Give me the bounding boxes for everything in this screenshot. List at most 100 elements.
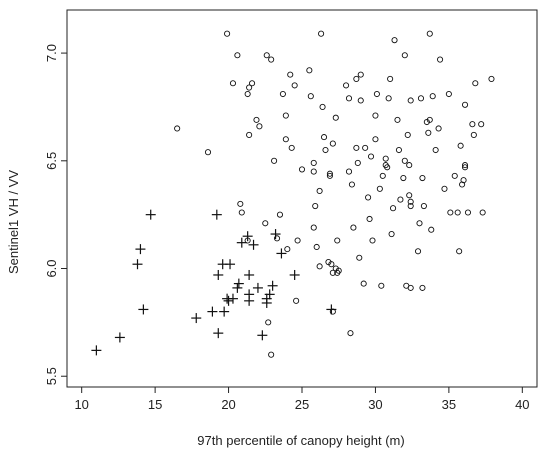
circle-point (373, 90, 380, 98)
plus-point (261, 297, 272, 308)
circle-point (312, 202, 319, 210)
circle-point (357, 71, 364, 78)
circle-point (459, 181, 466, 188)
circle-point (229, 80, 237, 87)
circle-point (378, 282, 385, 289)
circle-point (394, 116, 401, 123)
circle-point (265, 319, 272, 326)
circle-point (282, 136, 289, 143)
circle-point (388, 230, 395, 238)
x-tick-label: 15 (148, 397, 162, 412)
circle-point (332, 114, 339, 121)
circle-point (291, 82, 298, 89)
circle-point (469, 121, 476, 128)
circle-point (447, 209, 454, 216)
axes-layer: 10 15 20 25 30 35 40 5.5 6.0 6.5 7.0 (44, 44, 530, 412)
circle-point (356, 254, 363, 261)
y-tick-label: 5.5 (44, 367, 59, 385)
plus-point (213, 328, 224, 339)
plus-point (145, 209, 156, 220)
plus-point (289, 269, 300, 280)
circle-point (244, 90, 251, 98)
circle-point (372, 112, 379, 119)
circle-point (329, 269, 336, 276)
circle-point (472, 80, 479, 87)
plus-point (267, 280, 278, 291)
circle-point (451, 172, 458, 179)
circle-point (310, 159, 317, 167)
circle-point (460, 177, 467, 184)
circle-point (429, 93, 436, 100)
circle-point (357, 97, 364, 104)
circle-point (174, 125, 181, 132)
circle-point (249, 80, 256, 87)
circle-point (328, 261, 335, 268)
circle-point (246, 131, 253, 138)
circle-point (326, 172, 333, 179)
x-tick-label: 40 (515, 397, 529, 412)
circle-point (329, 140, 336, 147)
plus-point (132, 259, 143, 270)
circle-point (353, 144, 360, 151)
plus-point (248, 239, 259, 250)
circle-point (437, 56, 444, 63)
circle-point (316, 187, 323, 195)
circle-point (407, 198, 414, 205)
circle-point (454, 209, 461, 216)
circle-point (306, 67, 313, 74)
circle-point (354, 159, 361, 167)
circle-point (387, 75, 394, 82)
circle-point (366, 215, 373, 223)
circle-point (425, 129, 432, 136)
plus-point (233, 278, 244, 289)
circle-point (298, 166, 306, 173)
circle-point (367, 153, 375, 160)
circle-point (419, 174, 426, 182)
plus-point (191, 313, 202, 324)
circle-point (310, 168, 317, 175)
circle-point (335, 267, 342, 274)
circle-point (379, 172, 386, 179)
plus-point (257, 330, 268, 341)
circle-point (256, 123, 263, 130)
plus-point (135, 244, 146, 255)
circle-point (461, 101, 469, 108)
y-axis-label: Sentinel1 VH / VV (6, 170, 21, 274)
circle-point (407, 202, 414, 210)
circle-point (294, 237, 301, 244)
circle-point (262, 220, 269, 227)
plus-point (264, 289, 275, 300)
plus-point (207, 306, 218, 317)
circle-point (401, 52, 408, 59)
circle-point (426, 30, 433, 37)
circle-point (326, 170, 333, 177)
plus-point (232, 282, 243, 293)
circle-point (322, 146, 329, 154)
circle-point (313, 243, 320, 251)
circle-point (397, 196, 404, 203)
circle-point (461, 164, 469, 171)
circle-point (395, 146, 402, 154)
circle-point (271, 157, 278, 164)
circle-point (237, 200, 244, 207)
circle-point (343, 82, 350, 89)
circle-point (391, 37, 398, 44)
y-tick-label: 7.0 (44, 44, 59, 62)
circle-point (310, 224, 317, 231)
plus-point (252, 282, 263, 293)
circle-point (384, 164, 391, 171)
plus-point (114, 332, 125, 343)
plus-point (227, 293, 238, 304)
circle-point (288, 144, 295, 151)
circle-point (284, 246, 291, 253)
circle-point (273, 235, 281, 242)
circle-point (353, 75, 360, 82)
circle-point (488, 75, 495, 82)
x-tick-label: 25 (295, 397, 309, 412)
plus-point (242, 231, 253, 242)
circle-point (246, 84, 253, 91)
circle-point (345, 168, 353, 175)
circle-point (372, 136, 379, 143)
plus-point (244, 295, 255, 306)
